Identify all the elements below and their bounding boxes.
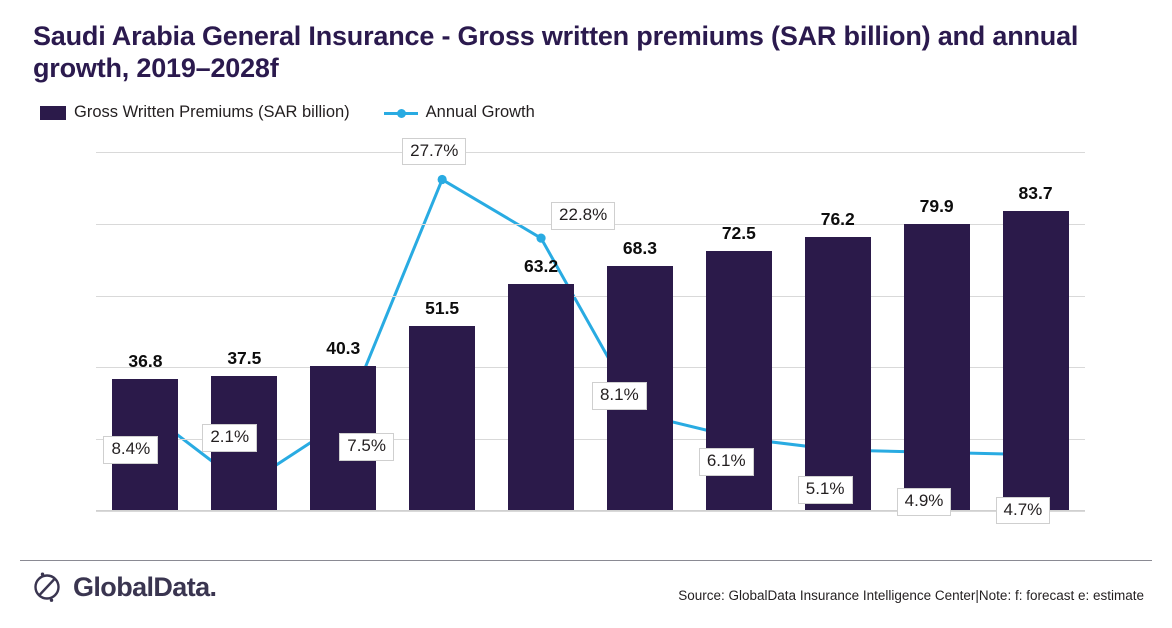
gridline	[96, 511, 1085, 512]
bar-swatch-icon	[40, 105, 66, 120]
bar-2028f[interactable]	[1002, 210, 1069, 511]
legend-item-bars[interactable]: Gross Written Premiums (SAR billion)	[40, 103, 350, 122]
growth-value-label-2025f: 6.1%	[698, 448, 754, 476]
growth-value-label-2019: 8.4%	[103, 436, 159, 465]
bar-value-label: 72.5	[721, 222, 756, 243]
chart-legend: Gross Written Premiums (SAR billion) Ann…	[40, 103, 535, 122]
growth-value-label-2024f: 8.1%	[591, 382, 647, 410]
gridline	[96, 367, 1085, 369]
bar-2026f[interactable]	[804, 237, 871, 511]
bar-2022[interactable]	[409, 326, 476, 511]
bar-value-label: 83.7	[1018, 182, 1053, 203]
globaldata-mark-icon	[34, 572, 60, 602]
growth-value-label-2022: 27.7%	[402, 137, 467, 166]
bar-value-label: 40.3	[326, 338, 361, 359]
source-note: Source: GlobalData Insurance Intelligenc…	[678, 588, 1144, 603]
bar-value-label: 36.8	[128, 350, 163, 371]
growth-marker-2022[interactable]	[437, 174, 447, 185]
bar-value-label: 76.2	[820, 209, 855, 230]
x-axis-baseline	[96, 510, 1085, 511]
line-swatch-icon	[383, 106, 418, 120]
bar-value-label: 63.2	[524, 256, 559, 277]
gridline	[96, 439, 1085, 441]
globaldata-logo: GlobalData.	[30, 570, 217, 604]
gridline	[96, 152, 1085, 153]
growth-value-label-2026f: 5.1%	[797, 475, 853, 504]
bar-2023e[interactable]	[508, 284, 575, 511]
logo-text: GlobalData.	[73, 571, 217, 602]
growth-value-label-2023e: 22.8%	[551, 202, 616, 230]
page-title: Saudi Arabia General Insurance - Gross w…	[33, 21, 1079, 84]
growth-marker-2023e[interactable]	[536, 233, 546, 243]
growth-value-label-2020: 2.1%	[202, 423, 258, 452]
bar-value-label: 68.3	[622, 237, 657, 258]
bar-2027f[interactable]	[903, 224, 970, 511]
growth-value-label-2021: 7.5%	[339, 433, 394, 461]
growth-value-label-2028f: 4.7%	[995, 496, 1051, 525]
plot-area: 0204060801000%6%12%18%24%30%36.8201937.5…	[96, 137, 1085, 525]
growth-value-label-2027f: 4.9%	[896, 488, 952, 517]
bar-value-label: 51.5	[425, 298, 460, 319]
bar-value-label: 79.9	[919, 196, 954, 217]
legend-item-line[interactable]: Annual Growth	[383, 103, 535, 122]
bar-value-label: 37.5	[227, 348, 262, 369]
legend-label-bars: Gross Written Premiums (SAR billion)	[74, 103, 350, 121]
gridline	[96, 295, 1085, 297]
footer-divider	[20, 560, 1152, 561]
legend-label-line: Annual Growth	[425, 103, 535, 121]
